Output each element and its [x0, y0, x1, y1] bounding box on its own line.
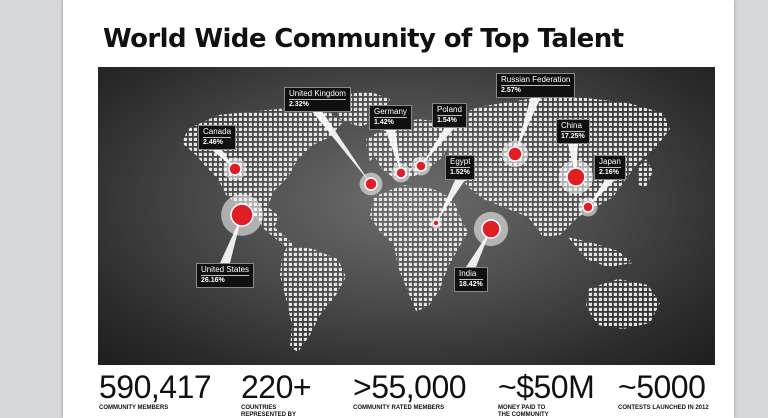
callout-country-label: Canada [203, 127, 232, 139]
callout-united-kingdom: United Kingdom 2.32% [284, 87, 351, 113]
callout-egypt: Egypt 1.52% [445, 155, 476, 181]
marker-japan[interactable] [582, 201, 594, 213]
callout-country-label: Egypt [450, 157, 471, 169]
marker-poland[interactable] [415, 160, 427, 172]
marker-canada[interactable] [228, 162, 242, 176]
callout-canada: Canada 2.46% [198, 125, 237, 151]
callout-poland: Poland 1.54% [432, 103, 467, 129]
stat-4: ~$50M MONEY PAID TO THE COMMUNITY [498, 369, 595, 418]
callout-country-label: United States [201, 265, 250, 277]
callout-percent-value: 2.46% [203, 139, 223, 147]
callout-percent-value: 1.42% [374, 119, 394, 127]
stat-value: 590,417 [99, 369, 212, 405]
continent-uk [366, 139, 378, 161]
callout-percent-value: 2.32% [289, 101, 309, 109]
slide-title: World Wide Community of Top Talent [103, 24, 624, 54]
marker-egypt[interactable] [432, 219, 440, 227]
callout-japan: Japan 2.16% [594, 155, 626, 181]
callout-percent-value: 17.25% [561, 133, 585, 141]
callout-pointer-united-kingdom [312, 112, 371, 184]
callout-country-label: Russian Federation [501, 75, 571, 87]
callout-pointer-russian-federation [515, 98, 541, 154]
stat-1: 590,417 COMMUNITY MEMBERS [99, 369, 212, 412]
stat-label: MONEY PAID TO THE COMMUNITY [498, 405, 549, 418]
stat-5: ~5000 CONTESTS LAUNCHED IN 2012 [618, 370, 709, 412]
stat-label: CONTESTS LAUNCHED IN 2012 [618, 405, 709, 411]
stat-label: COMMUNITY RATED MEMBERS [353, 405, 445, 411]
world-dot-map [182, 91, 670, 352]
marker-germany[interactable] [395, 167, 407, 179]
callout-germany: Germany 1.42% [369, 105, 412, 131]
callout-united-states: United States 26.16% [196, 263, 255, 289]
continent-australia [586, 279, 660, 329]
callout-pointer-germany [385, 130, 401, 173]
marker-united-states[interactable] [230, 203, 254, 227]
stat-value: 220+ [241, 369, 312, 405]
callout-percent-value: 1.52% [450, 169, 470, 177]
callout-percent-value: 18.42% [459, 281, 483, 289]
callout-russian-federation: Russian Federation 2.57% [496, 73, 576, 99]
stat-label: COMMUNITY MEMBERS [99, 405, 169, 411]
callout-country-label: Japan [599, 157, 621, 169]
callout-percent-value: 2.57% [501, 87, 521, 95]
callout-country-label: Germany [374, 107, 407, 119]
continent-asia [443, 97, 670, 237]
stat-label: COUNTRIES REPRESENTED BY [241, 405, 297, 418]
continent-south-america [280, 245, 346, 352]
callout-country-label: India [459, 269, 483, 281]
callout-percent-value: 1.54% [437, 117, 457, 125]
country-markers [221, 140, 598, 247]
stat-value: ~5000 [618, 369, 706, 405]
slide: World Wide Community of Top Talent [63, 0, 734, 418]
world-map-panel: Canada 2.46% United Kingdom 2.32% Germany 1.4… [98, 67, 715, 365]
marker-united-kingdom[interactable] [364, 177, 378, 191]
continent-japan [638, 159, 653, 187]
stat-value: >55,000 [353, 369, 467, 405]
marker-china[interactable] [566, 167, 586, 187]
marker-india[interactable] [481, 219, 501, 239]
continent-africa [370, 185, 468, 311]
stat-3: >55,000 COMMUNITY RATED MEMBERS [353, 369, 467, 412]
callout-india: India 18.42% [454, 267, 488, 293]
callout-country-label: China [561, 121, 585, 133]
callout-pointer-japan [588, 180, 615, 207]
callout-percent-value: 26.16% [201, 277, 225, 285]
callout-pointer-egypt [436, 180, 465, 223]
continent-central-america [258, 219, 294, 249]
stat-value: ~$50M [498, 369, 595, 405]
callout-country-label: United Kingdom [289, 89, 346, 101]
stat-2: 220+ COUNTRIES REPRESENTED BY [241, 369, 312, 418]
marker-russian-federation[interactable] [507, 146, 523, 162]
callout-percent-value: 2.16% [599, 169, 619, 177]
callout-pointer-poland [421, 128, 455, 166]
callout-china: China 17.25% [556, 119, 590, 145]
continent-southeast-asia [568, 237, 633, 267]
callout-country-label: Poland [437, 105, 462, 117]
